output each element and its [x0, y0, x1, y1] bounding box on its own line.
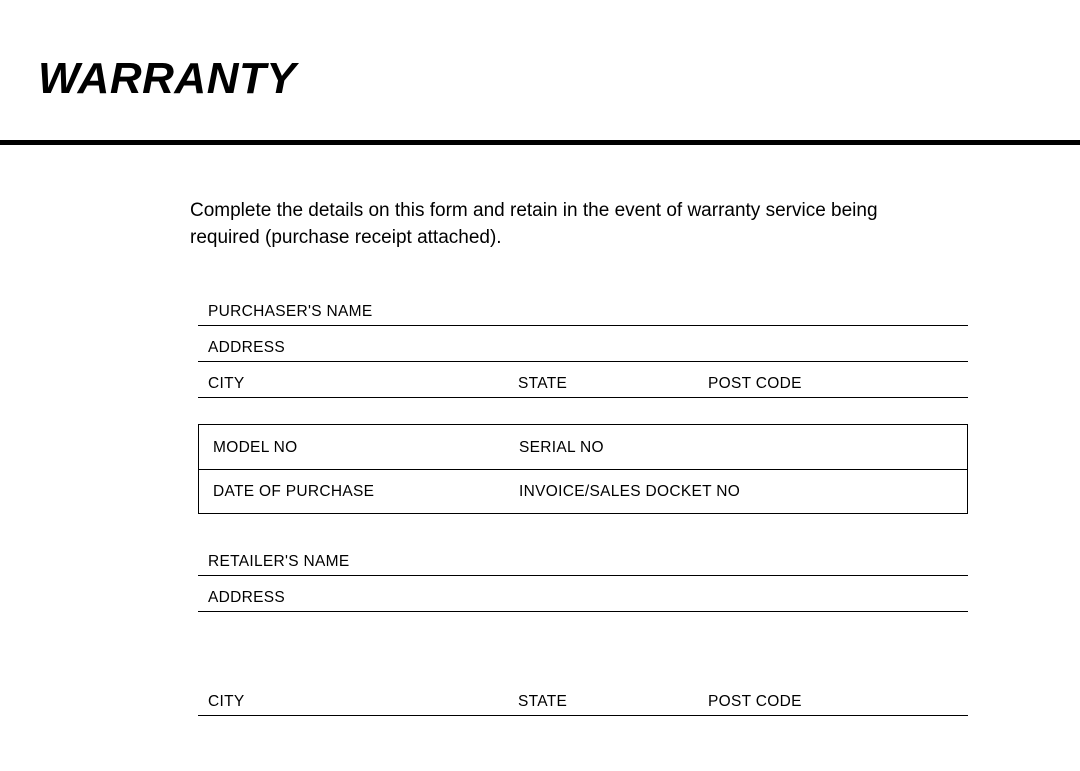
warranty-form: PURCHASER'S NAME ADDRESS CITY STATE POST…	[198, 290, 968, 716]
label-address: ADDRESS	[208, 339, 285, 357]
label-retailer-state: STATE	[518, 693, 567, 711]
label-retailer-address: ADDRESS	[208, 589, 285, 607]
label-retailer-city: CITY	[208, 693, 245, 711]
label-model-no: MODEL NO	[213, 439, 298, 457]
row-model-serial: MODEL NO SERIAL NO	[199, 425, 967, 469]
label-post-code: POST CODE	[708, 375, 802, 393]
intro-text: Complete the details on this form and re…	[190, 198, 950, 251]
label-retailer-name: RETAILER'S NAME	[208, 553, 350, 571]
product-details-box: MODEL NO SERIAL NO DATE OF PURCHASE INVO…	[198, 424, 968, 514]
label-city: CITY	[208, 375, 245, 393]
row-retailer-address: ADDRESS	[198, 576, 968, 612]
row-retailer-city-state-post: CITY STATE POST CODE	[198, 680, 968, 716]
label-purchaser-name: PURCHASER'S NAME	[208, 303, 373, 321]
label-invoice-no: INVOICE/SALES DOCKET NO	[519, 483, 740, 501]
row-purchaser-address: ADDRESS	[198, 326, 968, 362]
row-retailer-name: RETAILER'S NAME	[198, 540, 968, 576]
row-purchaser-name: PURCHASER'S NAME	[198, 290, 968, 326]
warranty-page: WARRANTY Complete the details on this fo…	[0, 0, 1080, 771]
label-serial-no: SERIAL NO	[519, 439, 604, 457]
title-rule	[0, 140, 1080, 145]
label-retailer-post-code: POST CODE	[708, 693, 802, 711]
row-date-invoice: DATE OF PURCHASE INVOICE/SALES DOCKET NO	[199, 469, 967, 513]
label-state: STATE	[518, 375, 567, 393]
row-purchaser-city-state-post: CITY STATE POST CODE	[198, 362, 968, 398]
label-date-of-purchase: DATE OF PURCHASE	[213, 483, 374, 501]
page-title: WARRANTY	[38, 54, 296, 104]
